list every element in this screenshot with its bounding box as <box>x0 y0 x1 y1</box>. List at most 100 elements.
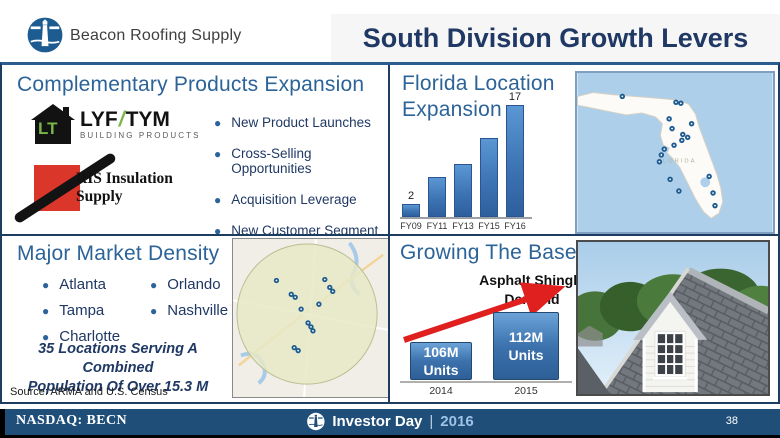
event-name: Investor Day <box>332 413 423 430</box>
stock-ticker: NASDAQ: BECN <box>16 413 127 428</box>
list-item: ● Acquisition Leverage <box>214 192 388 207</box>
bullet-icon: ● <box>214 224 222 236</box>
bullet-icon: ● <box>214 193 222 207</box>
event-year: 2016 <box>440 413 474 430</box>
bullet-icon: ● <box>214 116 222 130</box>
panel-heading: Growing The Base <box>400 241 577 264</box>
bar-value: 106M <box>423 344 459 360</box>
florida-location-chart: 2 17 FY09 FY11 FY13 FY15 FY16 <box>400 89 532 231</box>
summary-line1: 35 Locations Serving A Combined <box>38 341 198 376</box>
list-item: ● Atlanta <box>42 272 120 298</box>
summary-line2: Population Of Over 15.3 M <box>27 379 209 395</box>
demand-bar-2014: 106M Units <box>410 342 472 380</box>
florida-map: FLORIDA <box>575 71 775 234</box>
x-axis-tick-label: 2014 <box>429 385 453 397</box>
locations-summary: 35 Locations Serving A Combined Populati… <box>8 340 228 397</box>
x-axis-line <box>400 381 572 383</box>
ris-line2: Supply <box>76 188 123 205</box>
panel-heading: Major Market Density <box>17 242 220 265</box>
footer-event: Investor Day | 2016 <box>306 412 474 431</box>
lyftym-monogram: LT <box>38 119 58 138</box>
asphalt-shingle-roof-photo <box>576 240 770 396</box>
ris-logo-text: RIS Insulation Supply <box>76 170 173 206</box>
florida-chart-column <box>454 150 472 217</box>
panel-growing-the-base: Growing The Base Asphalt Shingle Demand … <box>390 236 778 402</box>
bullet-icon: ● <box>150 304 158 318</box>
separator: | <box>429 413 434 430</box>
bullet-icon: ● <box>42 304 50 318</box>
list-item: ● New Customer Segment <box>214 223 388 236</box>
x-axis-tick-label: FY09 <box>400 221 422 231</box>
content-grid: Complementary Products Expansion LT LYF /… <box>0 62 780 404</box>
city-name: Atlanta <box>59 276 106 293</box>
lyftym-name-part1: LYF <box>80 107 118 131</box>
slide-title: South Division Growth Levers <box>331 14 780 62</box>
bar <box>506 105 524 217</box>
bar <box>428 177 446 217</box>
bullet-text: New Customer Segment <box>231 223 379 236</box>
city-name: Charlotte <box>59 328 121 345</box>
x-axis-tick-label: FY16 <box>504 221 526 231</box>
x-axis-tick-label: 2015 <box>514 385 538 397</box>
beacon-lighthouse-logo-icon <box>26 16 64 54</box>
ris-insulation-logo: RIS Insulation Supply <box>12 151 220 225</box>
bar-unit: Units <box>508 347 544 363</box>
list-item: ● Tampa <box>42 298 120 324</box>
florida-chart-plot: 2 17 <box>400 89 532 219</box>
footer-bar: NASDAQ: BECN Investor Day | 2016 38 <box>0 409 780 438</box>
panel-heading: Complementary Products Expansion <box>17 73 365 96</box>
city-list-right: ● Orlando ● Nashville <box>150 272 228 324</box>
panel-market-density: Major Market Density ● Atlanta ● Tampa ● Ch… <box>2 236 390 402</box>
bullet-icon: ● <box>42 278 50 292</box>
florida-chart-column: 17 <box>506 91 524 217</box>
bullet-icon: ● <box>214 147 222 161</box>
map-region-label: FLORIDA <box>657 159 696 165</box>
x-axis-tick-label: FY13 <box>452 221 474 231</box>
lyftym-name: LYF / TYM <box>80 109 201 130</box>
florida-chart-column <box>480 124 498 217</box>
panel-heading: Florida Location Expansion <box>402 72 555 121</box>
bullet-icon: ● <box>42 330 50 344</box>
bar-unit: Units <box>423 362 459 378</box>
lyftym-subtitle: BUILDING PRODUCTS <box>80 130 201 140</box>
lyftym-name-part2: TYM <box>125 107 170 131</box>
city-name: Tampa <box>59 302 105 319</box>
list-item: ● Charlotte <box>42 324 120 350</box>
market-density-map <box>232 238 388 398</box>
lyftym-logo: LT LYF / TYM BUILDING PRODUCTS <box>30 103 201 145</box>
page-number: 38 <box>725 415 738 427</box>
list-item: ● Nashville <box>150 298 228 324</box>
company-name: Beacon Roofing Supply <box>70 27 242 44</box>
bar <box>480 138 498 217</box>
bullet-icon: ● <box>150 278 158 292</box>
demand-bar-2015: 112M Units <box>493 312 559 380</box>
bullet-text: New Product Launches <box>231 115 371 130</box>
growth-arrow-icon <box>403 282 566 343</box>
complementary-bullet-list: ● New Product Launches ● Cross-Selling Opp… <box>214 115 388 236</box>
city-name: Orlando <box>167 276 221 293</box>
bar-value: 112M <box>508 329 544 345</box>
list-item: ● Orlando <box>150 272 228 298</box>
x-axis-tick-label: FY11 <box>426 221 448 231</box>
x-axis-tick-label: FY15 <box>478 221 500 231</box>
panel-florida-expansion: Florida Location Expansion 2 17 FY09 FY11 F… <box>390 65 778 236</box>
bullet-text: Acquisition Leverage <box>231 192 357 207</box>
green-slash-icon: / <box>118 107 125 131</box>
bar <box>454 164 472 217</box>
bar-value-label: 17 <box>508 91 522 103</box>
bar <box>402 204 420 217</box>
bar-value-label: 2 <box>407 190 415 202</box>
source-note: Source: ARMA and U.S. Census <box>10 386 168 398</box>
ris-line1: RIS Insulation <box>76 170 173 187</box>
florida-chart-categories: FY09 FY11 FY13 FY15 FY16 <box>400 221 532 231</box>
bullet-text: Cross-Selling Opportunities <box>231 146 312 176</box>
city-list-left: ● Atlanta ● Tampa ● Charlotte <box>42 272 120 350</box>
city-name: Nashville <box>167 302 229 319</box>
panel-complementary-products: Complementary Products Expansion LT LYF /… <box>2 65 390 236</box>
beacon-lighthouse-logo-icon <box>307 412 325 431</box>
list-item: ● New Product Launches <box>214 115 388 130</box>
list-item: ● Cross-Selling Opportunities <box>214 146 388 176</box>
florida-chart-column: 2 <box>402 190 420 217</box>
florida-chart-column <box>428 163 446 217</box>
